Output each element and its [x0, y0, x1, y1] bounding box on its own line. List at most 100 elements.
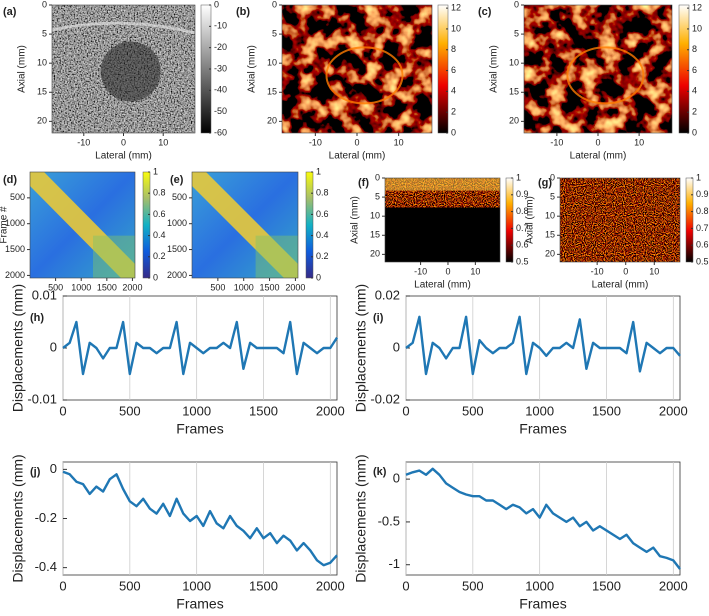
x-tick-label: 1000: [182, 578, 211, 593]
y-tick-label: 5: [375, 191, 380, 201]
colorbar-tick-label: 0.7: [516, 223, 529, 233]
y-tick-label: 20: [509, 116, 519, 126]
panel-label: (f): [358, 177, 369, 189]
x-tick-label: 0: [623, 266, 628, 276]
data-line: [62, 470, 338, 567]
colorbar-tick-label: 0.5: [516, 256, 529, 266]
x-tick-label: 0: [121, 137, 126, 147]
image-vessel: [566, 46, 645, 105]
colorbar-tick-label: 1: [153, 166, 158, 176]
image-frame: [29, 171, 136, 279]
colorbar-tick-label: 0: [153, 272, 158, 282]
x-tick-label: 1500: [249, 403, 278, 418]
colorbar-tick-label: 2: [451, 107, 456, 117]
y-tick-label: 15: [509, 87, 519, 97]
x-tick-label: 0: [445, 266, 450, 276]
panel-label: (g): [538, 177, 552, 189]
image-nodule: [100, 41, 161, 102]
x-tick-label: 1000: [525, 578, 554, 593]
matrix-block: [93, 235, 135, 278]
x-axis-label: Lateral (mm): [329, 151, 386, 162]
x-tick-label: 1000: [234, 282, 254, 292]
y-tick-label: -0.01: [27, 391, 57, 406]
x-tick-label: 0: [595, 137, 600, 147]
panel-label: (i): [373, 312, 384, 324]
colorbar-tick-label: 1: [696, 172, 701, 182]
x-tick-label: 1000: [182, 403, 211, 418]
colorbar-tick-label: 0.6: [153, 209, 166, 219]
y-tick-label: 0: [393, 339, 400, 354]
colorbar-tick-label: 6: [451, 65, 456, 75]
panel-label: (h): [30, 312, 44, 324]
colorbar-tick-label: 4: [451, 86, 456, 96]
colorbar-tick-label: 1: [316, 166, 321, 176]
plot-area: [405, 295, 681, 401]
y-axis-label: Displacements (mm): [353, 454, 369, 582]
y-tick-label: 0: [272, 0, 277, 9]
y-tick-label: 0: [50, 339, 57, 354]
y-tick-label: -0.2: [35, 510, 57, 525]
x-tick-label: 1500: [260, 282, 280, 292]
panel-label: (b): [236, 6, 250, 18]
x-tick-label: 500: [462, 403, 484, 418]
x-tick-label: 1500: [592, 578, 621, 593]
y-tick-label: 20: [267, 116, 277, 126]
colorbar-tick-label: 0.8: [516, 206, 529, 216]
colorbar-tick-label: 0.9: [516, 189, 529, 199]
colorbar-tick-label: 0.8: [696, 206, 709, 216]
x-tick-label: 0: [402, 578, 409, 593]
y-tick-label: 5: [514, 28, 519, 38]
image-texture: [524, 5, 672, 133]
panel-label: (k): [373, 466, 387, 478]
colorbar-tick-label: 0.8: [153, 188, 166, 198]
colorbar-tick-label: 0.4: [153, 230, 166, 240]
y-tick-label: 1000: [5, 218, 25, 228]
y-tick-label: 2000: [5, 270, 25, 280]
colorbar-tick-label: -40: [214, 85, 227, 95]
x-axis-label: Frames: [519, 596, 566, 612]
matrix-block: [255, 235, 298, 278]
colorbar-tick-label: 0: [692, 127, 697, 137]
colorbar-tick-label: 6: [692, 65, 697, 75]
matrix-diagonal: [30, 172, 135, 278]
x-tick-label: 10: [394, 137, 404, 147]
x-tick-label: 10: [470, 266, 480, 276]
colorbar-tick-label: 12: [451, 2, 461, 12]
plot-area: [62, 461, 338, 576]
colorbar-tick-label: 0.4: [316, 230, 329, 240]
x-axis-label: Frames: [519, 421, 566, 437]
panel-label: (a): [3, 6, 17, 18]
image-glow: [385, 178, 500, 191]
y-tick-label: 15: [370, 230, 380, 240]
colorbar-tick-label: 10: [692, 23, 702, 33]
colorbar-tick-label: 1: [516, 172, 521, 182]
colorbar: [437, 4, 449, 134]
y-axis-label: Displacements (mm): [353, 284, 369, 412]
x-axis-label: Lateral (mm): [570, 151, 627, 162]
x-axis-label: Lateral (mm): [95, 151, 152, 162]
colorbar-tick-label: -50: [214, 106, 227, 116]
y-tick-label: 1500: [167, 244, 187, 254]
x-tick-label: 500: [119, 578, 141, 593]
colorbar-tick-label: 0.7: [696, 223, 709, 233]
x-tick-label: 2000: [316, 403, 345, 418]
y-tick-label: 15: [267, 87, 277, 97]
image-texture: [282, 5, 432, 133]
colorbar-tick-label: -20: [214, 42, 227, 52]
data-line: [405, 467, 681, 570]
x-axis-label: Lateral (mm): [592, 280, 649, 291]
y-tick-label: 2000: [167, 270, 187, 280]
colorbar-tick-label: 8: [692, 44, 697, 54]
colorbar-tick-label: 0.6: [316, 209, 329, 219]
x-tick-label: 0: [402, 403, 409, 418]
colorbar-tick-label: -60: [214, 127, 227, 137]
colorbar-tick-label: 0.5: [696, 256, 709, 266]
x-tick-label: 1500: [249, 578, 278, 593]
x-tick-label: 10: [649, 266, 659, 276]
y-tick-label: -0.4: [35, 559, 57, 574]
x-tick-label: 0: [59, 578, 66, 593]
y-tick-label: 0: [393, 471, 400, 486]
y-tick-label: 15: [37, 87, 47, 97]
matrix-diagonal: [192, 172, 298, 278]
